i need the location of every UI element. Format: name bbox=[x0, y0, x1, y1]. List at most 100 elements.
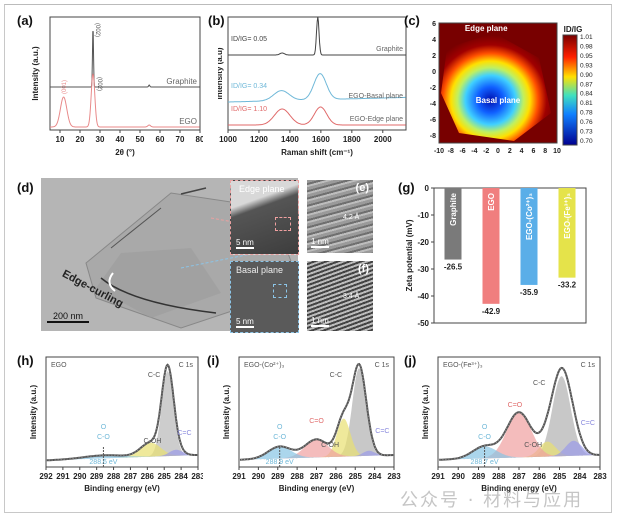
scale-bar-1nm-e: 1 nm bbox=[311, 237, 329, 248]
watermark-text: 公众号 · 材料与应用 bbox=[400, 490, 584, 511]
heatmap-y-tick-label: 6 bbox=[432, 21, 436, 28]
zeta-y-tick-label: -50 bbox=[417, 319, 429, 328]
xps-peak-label: C-OH bbox=[143, 438, 161, 445]
panel-b-label: (b) bbox=[208, 13, 225, 28]
xrd-x-tick-label: 50 bbox=[136, 135, 145, 144]
xps-peak-label: C=C bbox=[177, 430, 191, 437]
xps-peak-label: C=O bbox=[508, 402, 523, 409]
xps-region-label: C 1s bbox=[581, 362, 596, 369]
xps-x-tick-label: 283 bbox=[191, 472, 203, 481]
xps-y-axis-label: Intensity (a.u.) bbox=[222, 385, 231, 440]
xps-x-tick-label: 284 bbox=[174, 472, 188, 481]
heatmap-y-tick-label: -8 bbox=[430, 133, 436, 140]
heatmap-x-tick-label: 2 bbox=[508, 148, 512, 155]
raman-x-tick-label: 1600 bbox=[312, 135, 330, 144]
xps-component-cc bbox=[46, 371, 198, 461]
xps-x-tick-label: 288 bbox=[107, 472, 121, 481]
xps-x-tick-label: 284 bbox=[368, 472, 382, 481]
figure-frame bbox=[4, 4, 612, 513]
colorbar-tick-label: 0.98 bbox=[580, 43, 593, 50]
xps-peak-label: C-OH bbox=[321, 442, 339, 449]
panel-j-label: (j) bbox=[404, 353, 417, 368]
raman-x-tick-label: 1000 bbox=[219, 135, 237, 144]
xps-sample-label: EGO bbox=[51, 362, 67, 369]
heatmap-x-tick-label: 4 bbox=[520, 148, 524, 155]
xps-x-tick-label: 283 bbox=[593, 472, 607, 481]
xps-peak-label: C-C bbox=[330, 372, 342, 379]
raman-ratio-label: ID/IG= 0.05 bbox=[231, 36, 267, 43]
colorbar-tick-label: 0.78 bbox=[580, 110, 593, 117]
colorbar-tick-label: 0.87 bbox=[580, 81, 593, 88]
xps-x-tick-label: 287 bbox=[310, 472, 324, 481]
panel-h-label: (h) bbox=[17, 353, 34, 368]
axes-frame bbox=[49, 16, 201, 131]
scale-bar-5nm-edge: 5 nm bbox=[236, 238, 254, 249]
lattice-spacing-e: 4.2 Å bbox=[343, 214, 360, 221]
xrd-x-tick-label: 60 bbox=[156, 135, 165, 144]
xps-x-tick-label: 291 bbox=[431, 472, 445, 481]
lattice-spacing-f: 3.4 Å bbox=[343, 293, 360, 300]
raman-y-axis-label: Intensity (a.u) bbox=[218, 47, 224, 99]
xrd-x-tick-label: 30 bbox=[96, 135, 105, 144]
xps-coo-structure: O bbox=[101, 424, 107, 431]
xps-peak-label: C-C bbox=[148, 372, 160, 379]
xrd-x-tick-label: 40 bbox=[116, 135, 125, 144]
xrd-x-tick-label: 80 bbox=[196, 135, 203, 144]
scale-bar-200nm: 200 nm bbox=[47, 311, 90, 323]
xps-x-tick-label: 290 bbox=[73, 472, 87, 481]
xrd-x-tick-label: 70 bbox=[176, 135, 185, 144]
colorbar-tick-label: 0.90 bbox=[580, 72, 593, 79]
raman-series-label: EGO-Basal plane bbox=[349, 93, 404, 100]
zeta-y-axis-label: Zeta potential (mV) bbox=[405, 219, 414, 291]
zeta-value-label: -33.2 bbox=[558, 281, 577, 290]
axes-frame bbox=[227, 16, 407, 131]
zeta-potential-bar-chart: 0 -10 -20 -30 -40 -50 Zeta potential (mV) -26.5… bbox=[405, 184, 587, 328]
xps-component-coo bbox=[438, 446, 600, 460]
xps-x-tick-label: 285 bbox=[349, 472, 363, 481]
raman-x-tick-label: 1400 bbox=[281, 135, 299, 144]
raman-ratio-label: ID/IG= 0.34 bbox=[231, 83, 267, 90]
panel-g-label: (g) bbox=[398, 180, 415, 195]
xps-component-ceo bbox=[239, 439, 394, 460]
colorbar-tick-label: 1.01 bbox=[580, 34, 593, 41]
zeta-category-label: EGO bbox=[487, 193, 496, 211]
xps-component-cc bbox=[438, 376, 600, 460]
colorbar-tick-label: 0.93 bbox=[580, 62, 593, 69]
colorbar-tick-label: 0.84 bbox=[580, 91, 593, 98]
heatmap-x-tick-label: 10 bbox=[553, 148, 561, 155]
colorbar-title: ID/IG bbox=[564, 25, 583, 34]
xps-x-tick-label: 283 bbox=[387, 472, 401, 481]
scale-bar-5nm-basal: 5 nm bbox=[236, 317, 254, 328]
xps-coo-structure: C-O bbox=[478, 434, 491, 441]
xps-y-axis-label: Intensity (a.u.) bbox=[29, 385, 38, 440]
xps-coo-structure: O bbox=[482, 424, 488, 431]
xps-component-coh bbox=[46, 442, 198, 461]
xrd-x-axis-label: 2θ (°) bbox=[115, 148, 135, 157]
xps-data-points bbox=[240, 363, 394, 461]
colorbar-tick-label: 0.76 bbox=[580, 119, 593, 126]
xps-component-cec bbox=[438, 440, 600, 460]
heatmap-x-tick-label: 8 bbox=[543, 148, 547, 155]
heatmap-y-tick-label: 4 bbox=[432, 37, 436, 44]
raman-line-1 bbox=[228, 73, 406, 103]
xps-component-coh bbox=[239, 418, 394, 460]
xps-coo-energy-label: 288.7 eV bbox=[471, 459, 499, 466]
xps-x-tick-label: 288 bbox=[492, 472, 506, 481]
panel-f-label: (f) bbox=[358, 263, 369, 275]
edge-inset-roi bbox=[275, 217, 291, 231]
raman-line-0 bbox=[228, 16, 406, 56]
xps-x-tick-label: 286 bbox=[329, 472, 343, 481]
zeta-y-tick-label: -20 bbox=[417, 238, 429, 247]
zeta-bar bbox=[558, 188, 576, 278]
zeta-bar bbox=[444, 188, 462, 260]
xrd-x-tick-label: 10 bbox=[56, 135, 65, 144]
xps-x-tick-label: 289 bbox=[271, 472, 285, 481]
heatmap-x-tick-label: -6 bbox=[459, 148, 465, 155]
raman-x-tick-label: 2000 bbox=[374, 135, 392, 144]
colorbar-tick-label: 0.73 bbox=[580, 129, 593, 136]
xps-x-tick-label: 289 bbox=[90, 472, 104, 481]
tem-inset-basal-plane: Basal plane 5 nm bbox=[230, 261, 299, 333]
xps-x-tick-label: 292 bbox=[39, 472, 53, 481]
xps-sample-label: EGO-(Fe³⁺)₃ bbox=[443, 362, 483, 369]
